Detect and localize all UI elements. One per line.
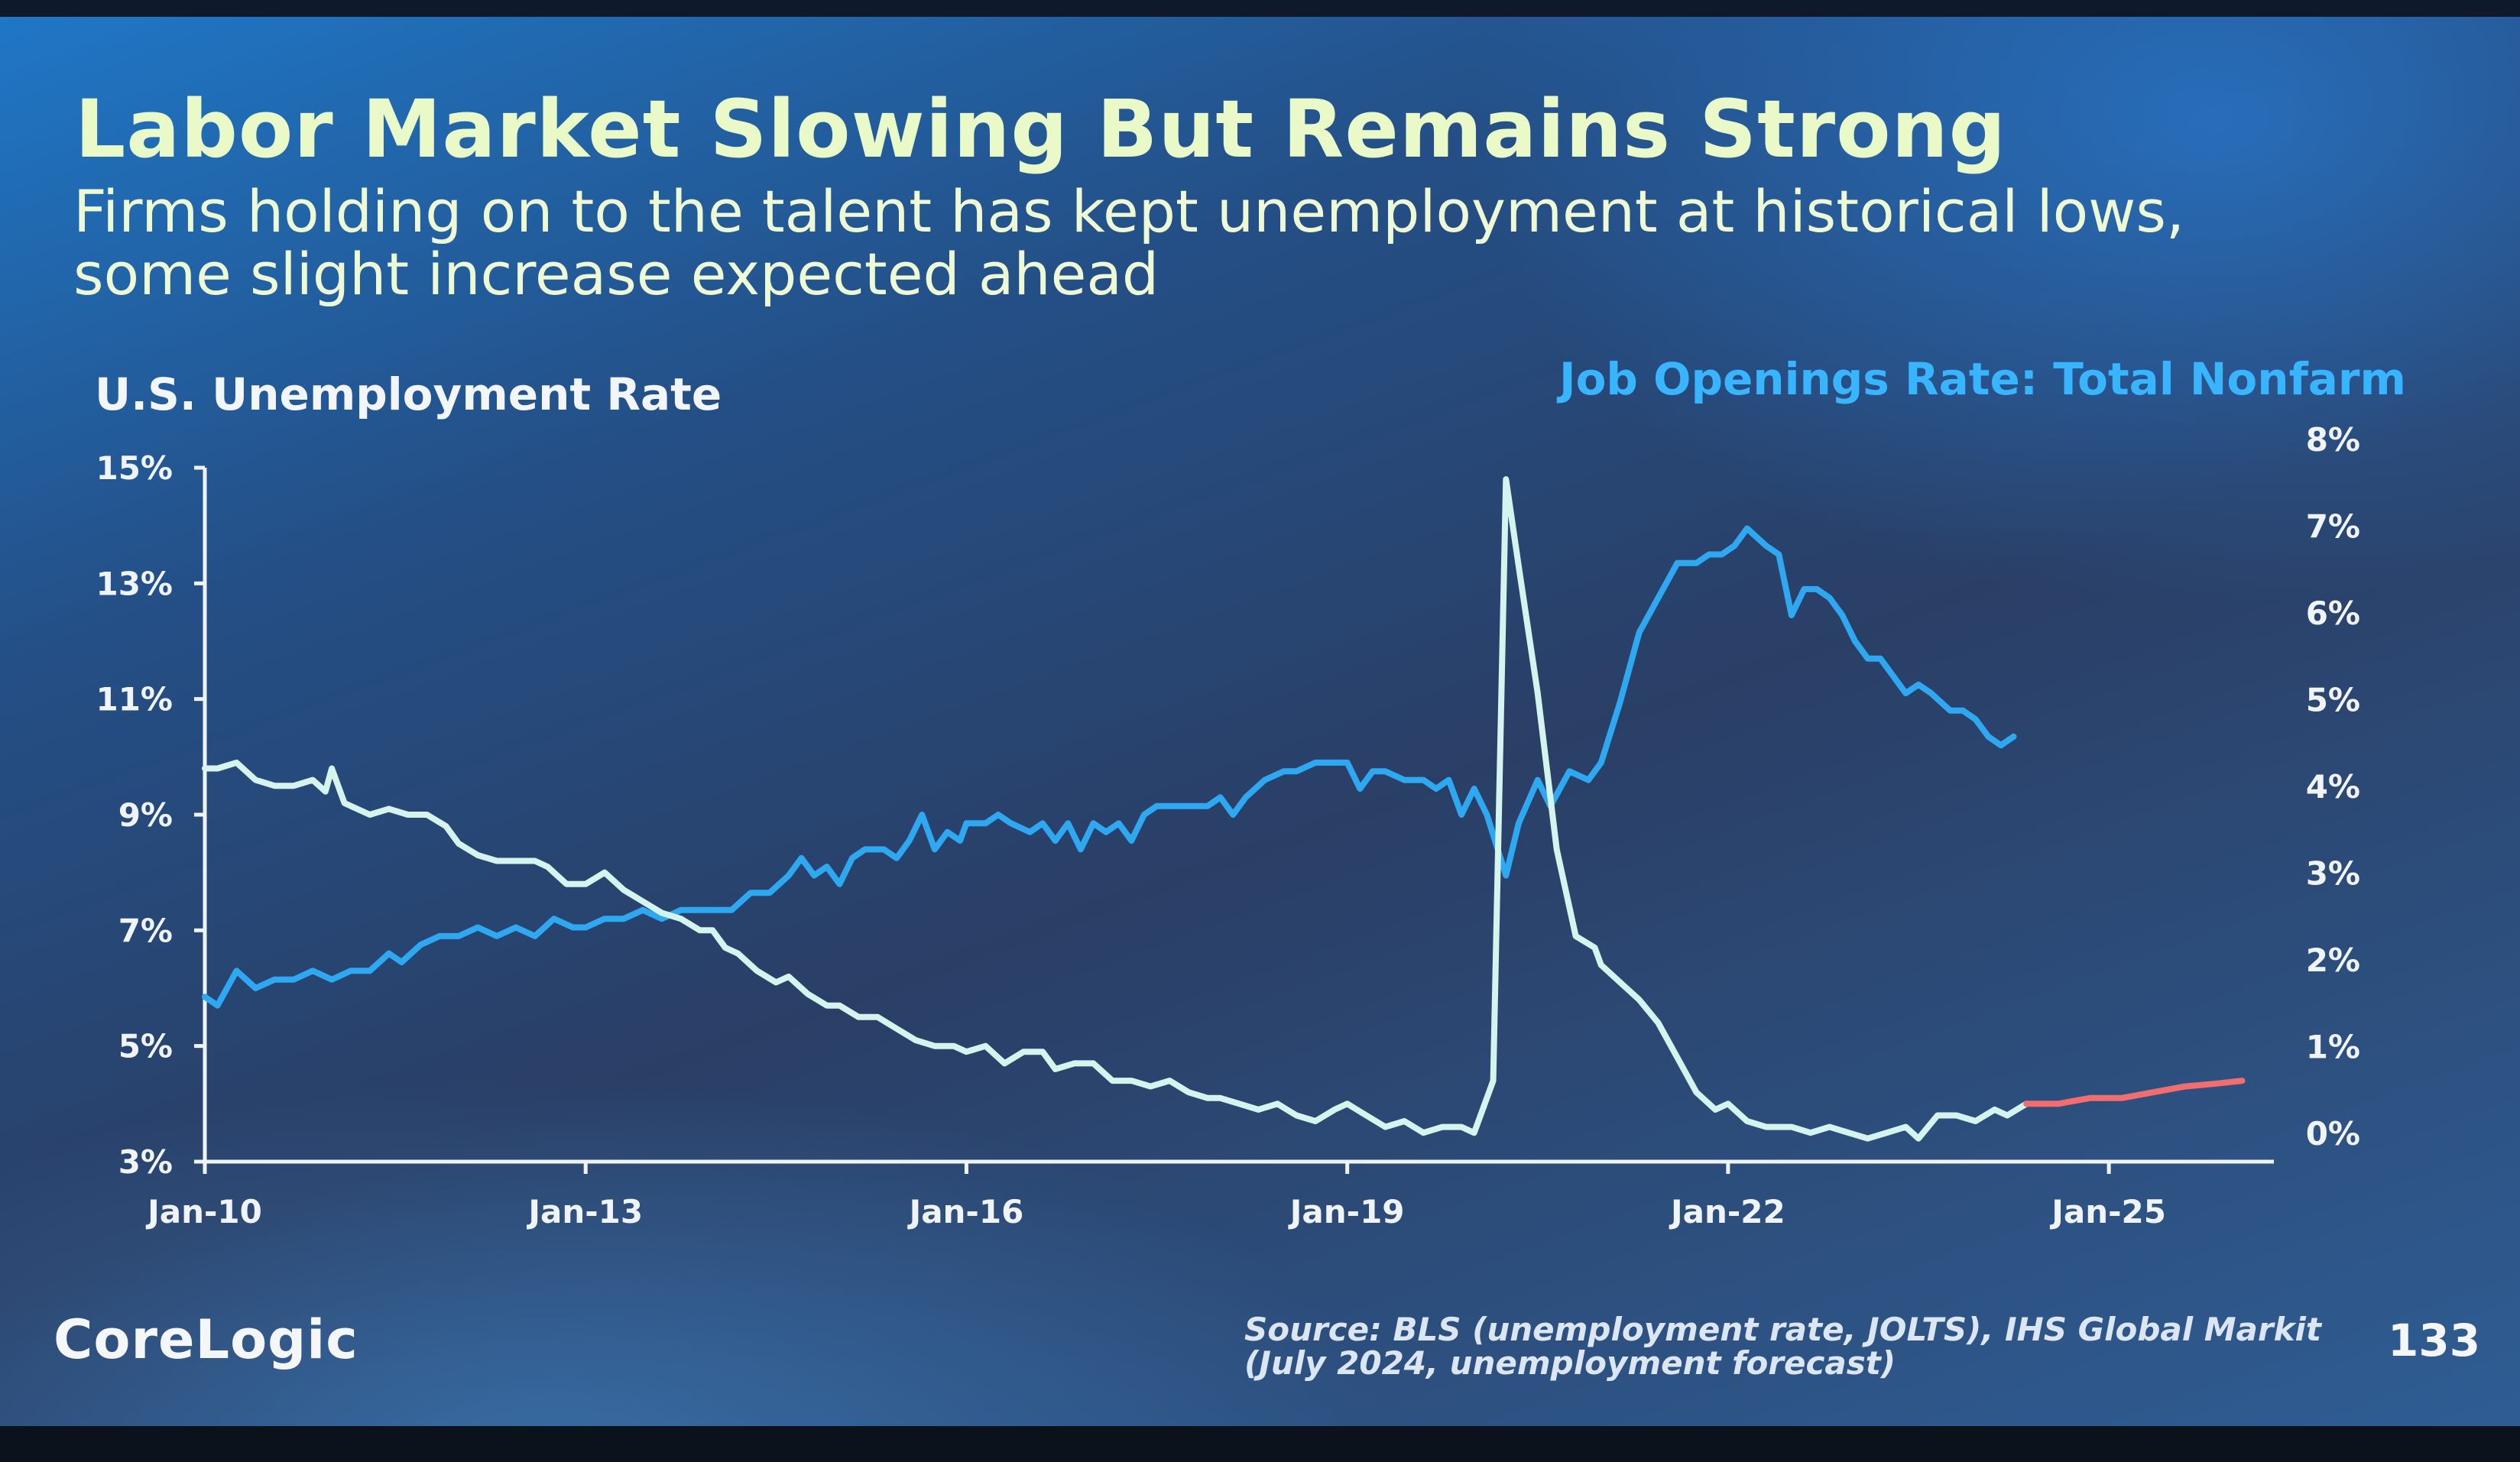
left-tick-label: 15%	[96, 449, 173, 487]
screen-top-edge	[0, 0, 2520, 17]
screen-bottom-edge	[0, 1426, 2520, 1462]
right-tick-label: 2%	[2306, 942, 2360, 979]
right-tick-label: 1%	[2306, 1029, 2360, 1066]
job-openings-line	[202, 525, 2017, 1009]
right-tick-label: 0%	[2306, 1115, 2360, 1152]
x-tick-label: Jan-16	[907, 1193, 1024, 1230]
slide-title: Labor Market Slowing But Remains Strong	[75, 83, 2007, 176]
x-tick-label: Jan-13	[526, 1193, 643, 1230]
right-tick-label: 3%	[2306, 855, 2360, 893]
left-tick-label: 7%	[118, 912, 173, 949]
source-note: Source: BLS (unemployment rate, JOLTS), …	[1244, 1311, 2322, 1382]
left-tick-label: 5%	[118, 1028, 173, 1065]
x-tick-label: Jan-25	[2049, 1193, 2166, 1230]
left-tick-label: 9%	[118, 796, 173, 834]
page-number: 133	[2388, 1315, 2481, 1366]
left-tick-label: 3%	[118, 1143, 173, 1181]
subtitle-line-2: some slight increase expected ahead	[73, 240, 1159, 308]
right-tick-label: 8%	[2306, 421, 2360, 459]
left-tick-label: 13%	[96, 565, 173, 602]
x-tick-label: Jan-22	[1669, 1193, 1785, 1230]
corelogic-logo: CoreLogic	[54, 1308, 358, 1371]
right-tick-label: 5%	[2306, 682, 2360, 719]
right-axis-label: Job Openings Rate: Total Nonfarm	[1559, 353, 2406, 405]
x-tick-label: Jan-19	[1288, 1193, 1405, 1230]
x-tick-label: Jan-10	[145, 1193, 262, 1230]
right-tick-label: 6%	[2306, 595, 2360, 632]
subtitle-line-1: Firms holding on to the talent has kept …	[73, 177, 2185, 245]
right-tick-label: 7%	[2306, 508, 2360, 546]
slide-subtitle: Firms holding on to the talent has kept …	[73, 180, 2366, 306]
right-tick-label: 4%	[2306, 768, 2360, 806]
unemployment-forecast-line	[2023, 1078, 2246, 1107]
left-axis-label: U.S. Unemployment Rate	[95, 368, 722, 420]
left-tick-label: 11%	[96, 681, 173, 718]
unemployment-rate-line	[202, 476, 2030, 1142]
